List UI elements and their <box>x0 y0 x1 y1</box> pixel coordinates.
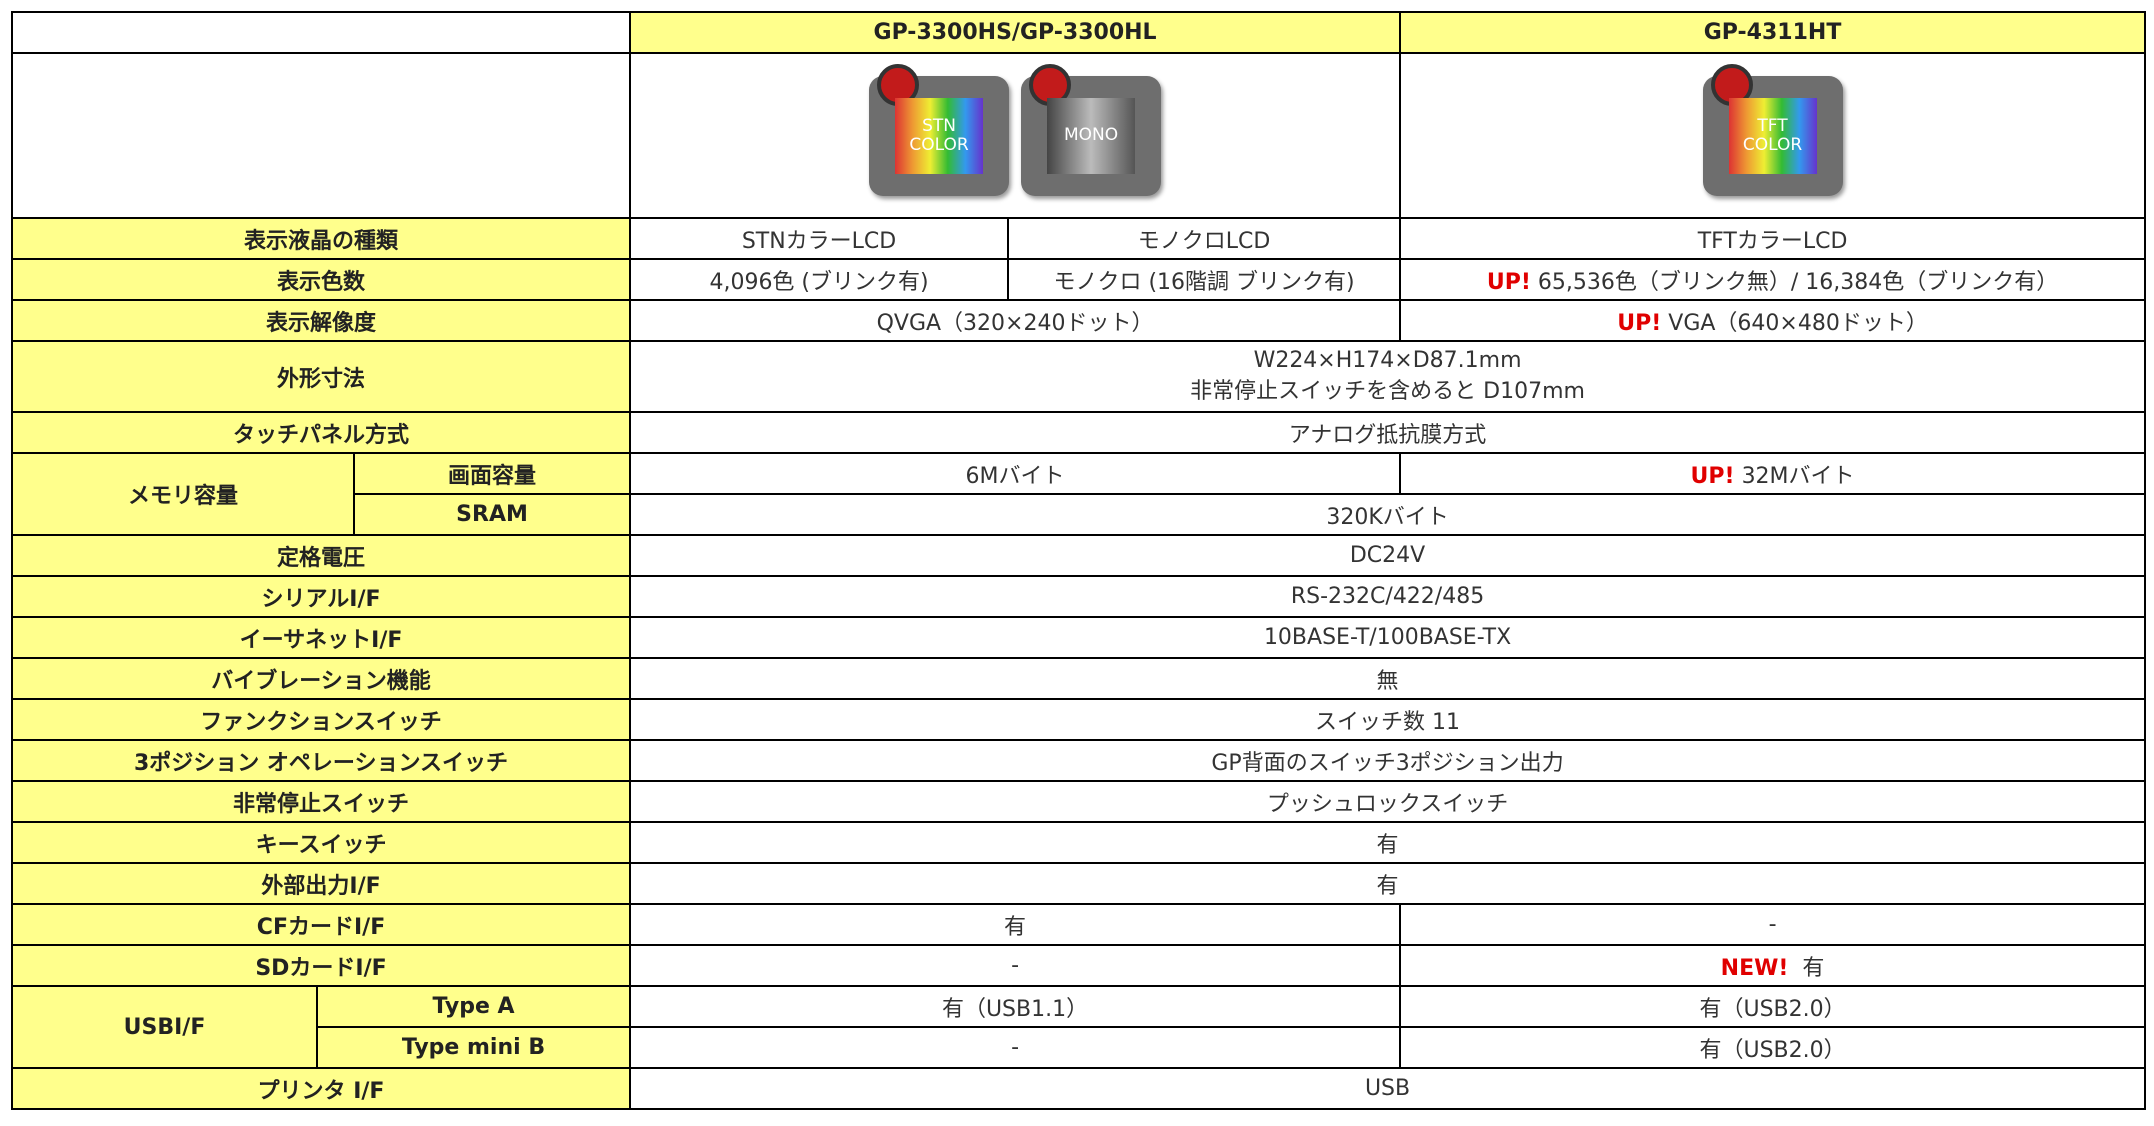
cell: DC24V <box>629 534 2147 577</box>
column-header: GP-3300HS/GP-3300HL <box>629 11 1402 54</box>
spec-table: GP-3300HS/GP-3300HL GP-4311HT STN COLOR MO… <box>10 11 2147 1110</box>
column-header: GP-4311HT <box>1399 11 2147 54</box>
cell-line: W224×H174×D87.1mm <box>1253 348 1522 373</box>
screen-label: TFT COLOR <box>1728 97 1817 174</box>
screen-label: STN COLOR <box>895 97 984 174</box>
cell-text: VGA（640×480ドット） <box>1668 310 1928 336</box>
row-label: 表示色数 <box>10 258 632 301</box>
row-label: プリンタ I/F <box>10 1067 632 1110</box>
row-label: SDカードI/F <box>10 944 632 987</box>
row-label: バイブレーション機能 <box>10 657 632 700</box>
cell: TFTカラーLCD <box>1399 217 2147 260</box>
row-label: 非常停止スイッチ <box>10 780 632 823</box>
cell: 有 <box>629 862 2147 905</box>
row-label: 表示解像度 <box>10 299 632 342</box>
cell: 10BASE-T/100BASE-TX <box>629 616 2147 659</box>
row-label: ファンクションスイッチ <box>10 698 632 741</box>
cell: 無 <box>629 657 2147 700</box>
cell: UP! 32Mバイト <box>1399 452 2147 495</box>
cell: 4,096色 (ブリンク有) <box>629 258 1010 301</box>
cell: 有 <box>629 821 2147 864</box>
cell: - <box>629 1026 1402 1069</box>
cell: UP! VGA（640×480ドット） <box>1399 299 2147 342</box>
cell: - <box>1399 903 2147 946</box>
cell: 6Mバイト <box>629 452 1402 495</box>
row-label: タッチパネル方式 <box>10 411 632 454</box>
cell: QVGA（320×240ドット） <box>629 299 1402 342</box>
badge: NEW! <box>1720 955 1789 981</box>
cell: STNカラーLCD <box>629 217 1010 260</box>
cell-text: 65,536色（ブリンク無）/ 16,384色（ブリンク有） <box>1537 269 2059 295</box>
cell: W224×H174×D87.1mm 非常停止スイッチを含めると D107mm <box>629 340 2147 413</box>
sub-label: 画面容量 <box>352 452 632 495</box>
sub-label: SRAM <box>352 493 632 536</box>
cell: モノクロLCD <box>1007 217 1402 260</box>
cell-text: 有 <box>1802 955 1825 981</box>
cell: アナログ抵抗膜方式 <box>629 411 2147 454</box>
cell: RS-232C/422/485 <box>629 575 2147 618</box>
cell-line: 非常停止スイッチを含めると D107mm <box>1190 379 1585 404</box>
cell-text: 32Mバイト <box>1741 463 1855 489</box>
cell: 有 <box>629 903 1402 946</box>
row-label: 3ポジション オペレーションスイッチ <box>10 739 632 782</box>
corner <box>10 52 632 219</box>
device-image: MONO <box>1021 63 1162 196</box>
row-label: 表示液晶の種類 <box>10 217 632 260</box>
row-label: イーサネットI/F <box>10 616 632 659</box>
image-cell: STN COLOR MONO <box>629 52 1402 219</box>
cell: NEW! 有 <box>1399 944 2147 987</box>
badge: UP! <box>1486 269 1531 295</box>
cell: 有（USB1.1） <box>629 985 1402 1028</box>
cell: 有（USB2.0） <box>1399 985 2147 1028</box>
device-image: TFT COLOR <box>1702 63 1843 196</box>
cell: USB <box>629 1067 2147 1110</box>
cell: - <box>629 944 1402 987</box>
row-label: 外形寸法 <box>10 340 632 413</box>
cell: GP背面のスイッチ3ポジション出力 <box>629 739 2147 782</box>
device-image: STN COLOR <box>869 63 1010 196</box>
cell: 有（USB2.0） <box>1399 1026 2147 1069</box>
row-label: 定格電圧 <box>10 534 632 577</box>
cell: 320Kバイト <box>629 493 2147 536</box>
row-label: 外部出力I/F <box>10 862 632 905</box>
badge: UP! <box>1690 463 1735 489</box>
cell: プッシュロックスイッチ <box>629 780 2147 823</box>
row-label: メモリ容量 <box>11 452 355 536</box>
cell: モノクロ (16階調 ブリンク有) <box>1007 258 1402 301</box>
row-label: シリアルI/F <box>10 575 632 618</box>
sub-label: Type A <box>315 985 632 1028</box>
row-label: CFカードI/F <box>10 903 632 946</box>
image-cell: TFT COLOR <box>1399 52 2147 219</box>
sub-label: Type mini B <box>315 1026 632 1069</box>
corner <box>10 11 632 54</box>
row-label: USBI/F <box>11 985 318 1069</box>
badge: UP! <box>1617 310 1662 336</box>
row-label: キースイッチ <box>10 821 632 864</box>
screen-label: MONO <box>1047 97 1136 174</box>
cell: スイッチ数 11 <box>629 698 2147 741</box>
cell: UP! 65,536色（ブリンク無）/ 16,384色（ブリンク有） <box>1399 258 2147 301</box>
